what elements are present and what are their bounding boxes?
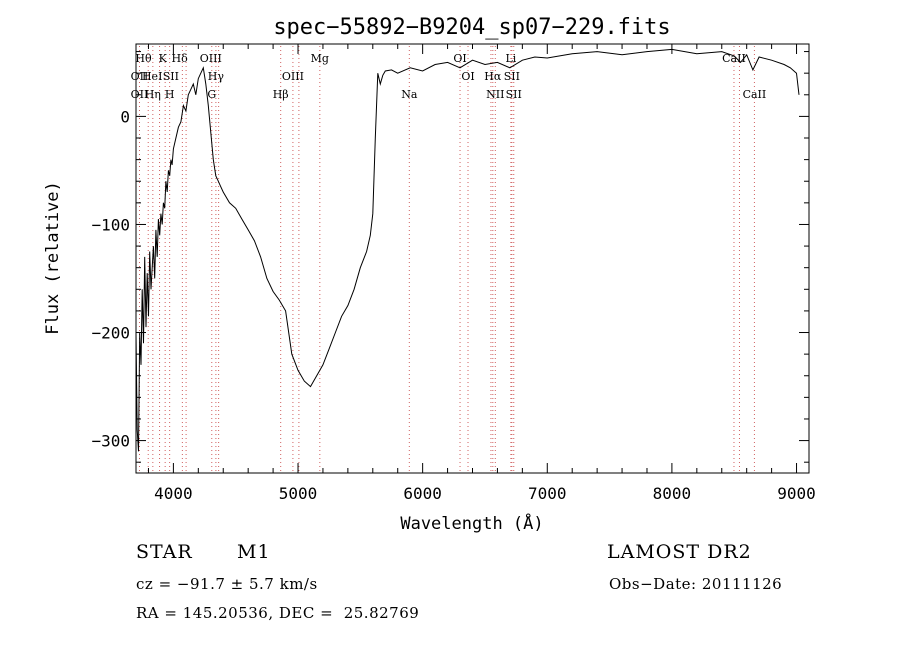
x-axis-ticks: 4000 5000 6000 7000 8000 9000	[147, 44, 816, 503]
line-label-17: Hη	[145, 88, 161, 101]
ra-dec-coordinates: RA = 145.20536, DEC = 25.82769	[136, 604, 420, 622]
x-tick-label-6000: 6000	[403, 484, 442, 503]
redshift-velocity: cz = −91.7 ± 5.7 km/s	[136, 575, 318, 593]
line-label-0: Hθ	[135, 52, 152, 65]
observation-date: Obs−Date: 20111126	[609, 575, 783, 593]
line-label-18: H	[165, 88, 175, 101]
plot-frame	[135, 43, 810, 474]
line-label-7: CaII	[722, 52, 746, 65]
y-tick-label--200: −200	[91, 324, 130, 343]
x-axis-label: Wavelength (Å)	[400, 512, 543, 534]
line-label-23: SII	[506, 88, 522, 101]
line-label-14: Hα	[484, 70, 502, 83]
line-label-11: Hγ	[208, 70, 225, 83]
line-label-5: OI	[453, 52, 466, 65]
object-class: STAR	[136, 541, 193, 563]
line-label-8: OII	[131, 70, 149, 83]
line-label-6: Li	[505, 52, 516, 65]
spectrum-line	[135, 48, 800, 452]
y-tick-label--300: −300	[91, 432, 130, 451]
x-tick-label-9000: 9000	[777, 484, 816, 503]
line-label-20: Hβ	[273, 88, 289, 101]
line-label-3: OIII	[200, 52, 222, 65]
y-axis-ticks: 0 −100 −200 −300	[91, 51, 809, 463]
x-tick-label-8000: 8000	[653, 484, 692, 503]
line-label-12: OIII	[282, 70, 304, 83]
x-tick-label-7000: 7000	[528, 484, 567, 503]
line-label-13: OI	[461, 70, 474, 83]
emission-line-markers	[138, 46, 755, 471]
y-tick-label--100: −100	[91, 215, 130, 234]
line-label-22: NII	[486, 88, 504, 101]
chart-title: spec−55892−B9204_sp07−229.fits	[273, 15, 670, 40]
y-axis-label: Flux (relative)	[43, 181, 63, 335]
line-label-10: SII	[163, 70, 179, 83]
line-label-2: Hδ	[172, 52, 189, 65]
line-label-19: G	[207, 88, 216, 101]
x-tick-label-5000: 5000	[279, 484, 318, 503]
y-tick-label-0: 0	[120, 107, 130, 126]
subclass: M1	[237, 541, 271, 563]
line-label-24: CaII	[743, 88, 767, 101]
line-label-9: HeI	[142, 70, 162, 83]
x-tick-label-4000: 4000	[154, 484, 193, 503]
line-label-1: K	[159, 52, 168, 65]
line-label-15: SII	[504, 70, 520, 83]
line-label-21: Na	[401, 88, 418, 101]
line-label-4: Mg	[311, 52, 329, 65]
survey-name: LAMOST DR2	[607, 541, 752, 563]
